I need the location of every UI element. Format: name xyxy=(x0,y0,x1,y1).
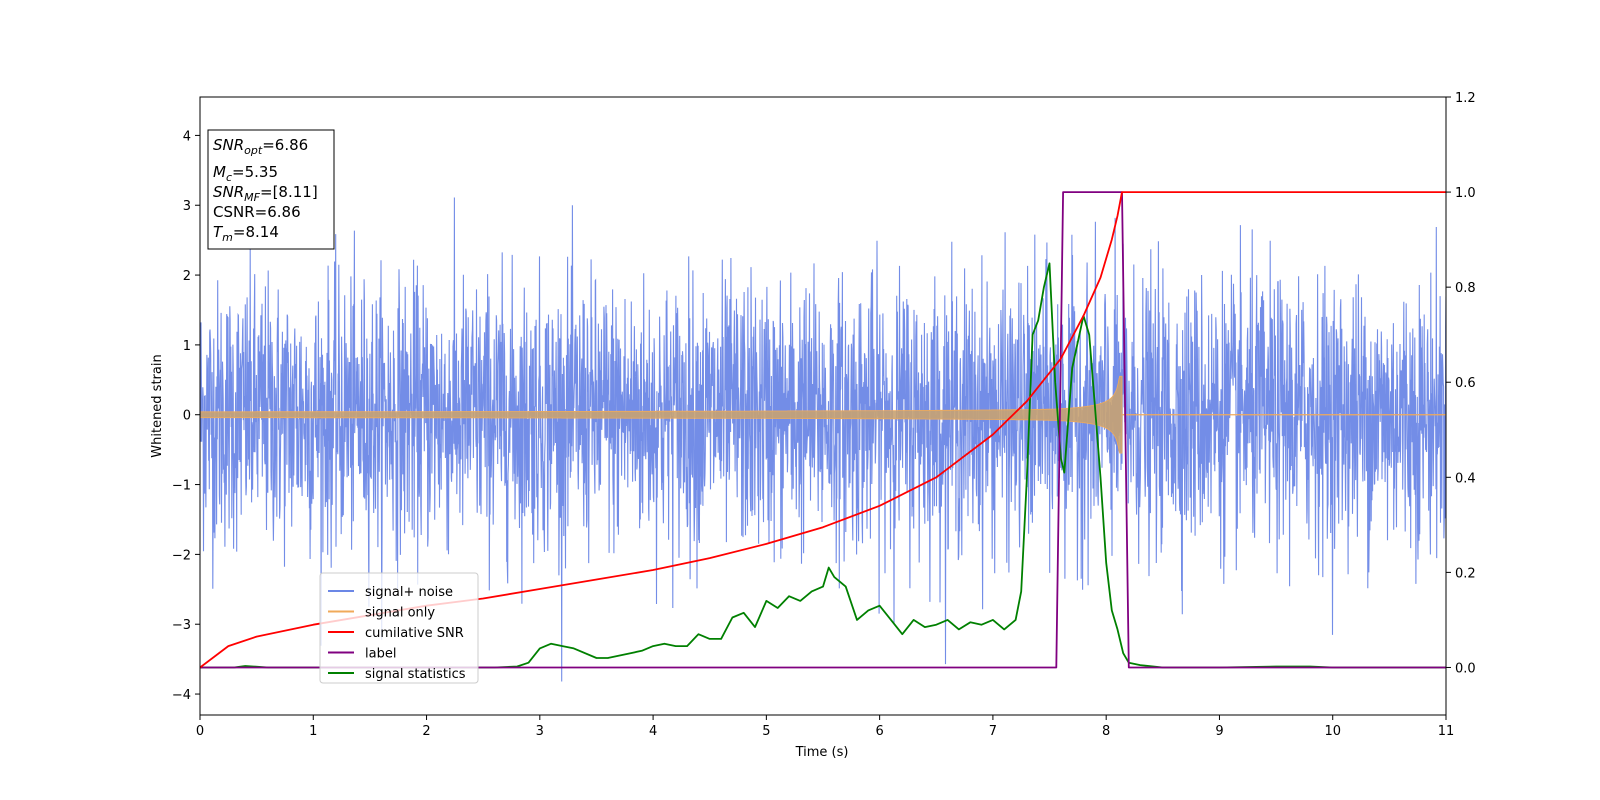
y-tick-label: −4 xyxy=(172,688,191,703)
series-signal-noise xyxy=(200,197,1446,682)
noise-series-layer xyxy=(200,197,1446,682)
info-symbol: CSNR xyxy=(213,203,255,221)
y-tick-label: −2 xyxy=(172,548,191,563)
x-tick-label: 0 xyxy=(196,724,204,739)
series-label xyxy=(200,191,1446,669)
y-tick-label: −1 xyxy=(172,479,191,494)
y-tick-label: 3 xyxy=(183,199,191,214)
info-symbol: T xyxy=(213,223,224,241)
y-tick-label: 4 xyxy=(183,129,191,144)
x-axis-title: Time (s) xyxy=(795,745,849,760)
y-tick-label: −3 xyxy=(172,618,191,633)
plot-frame xyxy=(199,96,1447,716)
x-tick-label: 8 xyxy=(1102,724,1110,739)
y2-tick-label: 0.6 xyxy=(1455,376,1476,391)
info-box: SNRopt=6.86Mc=5.35SNRMF=[8.11]CSNR=6.86T… xyxy=(207,129,335,250)
info-symbol: SNR xyxy=(213,183,244,201)
y2-tick-label: 0.0 xyxy=(1455,661,1476,676)
y-tick-label: 0 xyxy=(183,409,191,424)
y2-tick-label: 0.8 xyxy=(1455,281,1476,296)
info-subscript: c xyxy=(226,171,232,184)
series-signal-statistics xyxy=(200,262,1446,669)
x-tick-label: 2 xyxy=(422,724,430,739)
info-subscript: MF xyxy=(244,191,260,204)
y2-tick-label: 1.2 xyxy=(1455,91,1476,106)
info-box-line: Mc=5.35 xyxy=(213,163,278,184)
legend: signal+ noise signal only cumilative SNR la… xyxy=(319,572,479,684)
x-tick-label: 4 xyxy=(649,724,657,739)
x-tick-label: 11 xyxy=(1438,724,1455,739)
x-tick-label: 6 xyxy=(875,724,883,739)
info-box-frame xyxy=(207,129,335,250)
y2-tick-label: 0.2 xyxy=(1455,566,1476,581)
info-symbol: M xyxy=(213,163,226,181)
y-axis-right: 0.0 0.2 0.4 0.6 0.8 1.0 1.2 xyxy=(1446,91,1476,676)
series-signal-only xyxy=(200,375,1123,454)
x-tick-label: 3 xyxy=(536,724,544,739)
info-box-line: Tm=8.14 xyxy=(213,223,279,244)
info-subscript: m xyxy=(222,231,233,244)
info-subscript: opt xyxy=(244,144,263,157)
legend-label: signal only xyxy=(365,606,435,621)
legend-label: signal statistics xyxy=(365,667,466,682)
info-value: =5.35 xyxy=(232,163,278,181)
y2-tick-label: 1.0 xyxy=(1455,186,1476,201)
x-tick-label: 5 xyxy=(762,724,770,739)
y-axis-title: Whitened strain xyxy=(150,354,165,457)
y2-tick-label: 0.4 xyxy=(1455,471,1476,486)
x-axis: 0 1 2 3 4 5 6 7 8 9 10 11 xyxy=(196,715,1454,739)
legend-label: signal+ noise xyxy=(365,585,453,600)
y-axis-left: −4 −3 −2 −1 0 1 2 3 4 xyxy=(172,129,200,703)
info-value: =8.14 xyxy=(233,223,279,241)
chirp-series-layer xyxy=(200,375,1446,454)
x-tick-label: 1 xyxy=(309,724,317,739)
y-tick-label: 1 xyxy=(183,339,191,354)
info-box-line: CSNR=6.86 xyxy=(213,203,301,221)
x-tick-label: 9 xyxy=(1215,724,1223,739)
info-box-line: SNRopt=6.86 xyxy=(213,136,308,157)
legend-label: label xyxy=(365,647,396,662)
info-box-line: SNRMF=[8.11] xyxy=(213,183,318,204)
info-symbol: SNR xyxy=(213,136,244,154)
info-value: =[8.11] xyxy=(260,183,318,201)
legend-label: cumilative SNR xyxy=(365,626,464,641)
x-tick-label: 7 xyxy=(989,724,997,739)
x-tick-label: 10 xyxy=(1324,724,1341,739)
info-value: =6.86 xyxy=(262,136,308,154)
legend-frame xyxy=(319,572,479,684)
info-value: =6.86 xyxy=(255,203,301,221)
y-tick-label: 2 xyxy=(183,269,191,284)
